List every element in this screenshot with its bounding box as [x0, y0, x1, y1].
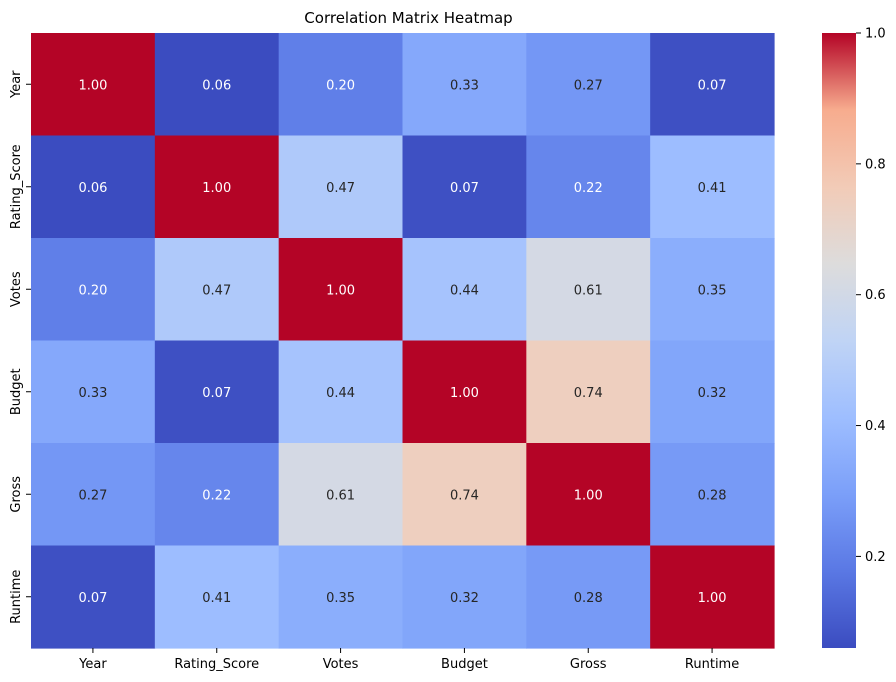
heatmap-value-label-3-0: 0.33	[78, 386, 107, 401]
x-axis-tick-label-4: Gross	[570, 657, 607, 672]
heatmap-cell-5-3	[402, 545, 527, 649]
y-axis-tick-label-4: Gross	[9, 476, 24, 513]
heatmap-cells	[31, 33, 775, 649]
colorbar-tick-label-4: 1.0	[865, 27, 886, 42]
heatmap-value-label-5-5: 1.00	[698, 591, 727, 606]
heatmap-value-label-0-1: 0.06	[202, 78, 231, 93]
heatmap-value-label-5-3: 0.32	[450, 591, 479, 606]
x-axis-tick-label-1: Rating_Score	[174, 657, 259, 672]
heatmap-value-label-0-2: 0.20	[326, 78, 355, 93]
heatmap-value-label-1-5: 0.41	[698, 181, 727, 196]
heatmap-value-label-0-5: 0.07	[698, 78, 727, 93]
heatmap-cell-4-0	[31, 443, 156, 547]
heatmap-value-label-4-3: 0.74	[450, 488, 479, 503]
heatmap-cell-0-5	[650, 33, 775, 137]
x-axis-ticks: Year Rating_Score Votes Budget Gross Runtime	[78, 648, 739, 672]
heatmap-cell-labels: 1.00 0.06 0.20 0.33 0.27 0.07 0.06 1.00 0.47 0.07…	[78, 78, 726, 606]
heatmap-cell-5-2	[278, 545, 404, 649]
heatmap-value-label-1-3: 0.07	[450, 181, 479, 196]
heatmap-value-label-2-4: 0.61	[574, 283, 603, 298]
heatmap-cell-1-4	[526, 135, 651, 239]
heatmap-cell-2-4	[526, 238, 651, 342]
heatmap-value-label-3-5: 0.32	[698, 386, 727, 401]
colorbar-gradient-bar	[822, 33, 856, 648]
heatmap-cell-4-3	[402, 443, 527, 547]
heatmap-value-label-3-4: 0.74	[574, 386, 603, 401]
heatmap-cell-3-0	[31, 340, 156, 444]
y-axis-tick-label-0: Year	[9, 70, 24, 99]
heatmap-value-label-2-0: 0.20	[78, 283, 107, 298]
heatmap-cell-4-2	[278, 443, 404, 547]
heatmap-cell-2-5	[650, 238, 775, 342]
heatmap-cell-5-5	[650, 545, 775, 649]
heatmap-cell-2-2	[278, 238, 404, 342]
heatmap-value-label-4-0: 0.27	[78, 488, 107, 503]
heatmap-cell-1-3	[402, 135, 527, 239]
heatmap-cell-2-3	[402, 238, 527, 342]
heatmap-value-label-1-0: 0.06	[78, 181, 107, 196]
heatmap-cell-4-1	[154, 443, 280, 547]
colorbar-tick-label-2: 0.6	[865, 288, 886, 303]
heatmap-value-label-5-4: 0.28	[574, 591, 603, 606]
x-axis-tick-label-5: Runtime	[685, 657, 739, 672]
heatmap-cell-0-4	[526, 33, 651, 137]
y-axis-tick-label-1: Rating_Score	[9, 144, 24, 229]
heatmap-cell-2-0	[31, 238, 156, 342]
heatmap-cell-5-4	[526, 545, 651, 649]
heatmap-cell-1-2	[278, 135, 404, 239]
heatmap-value-label-5-2: 0.35	[326, 591, 355, 606]
heatmap-value-label-2-3: 0.44	[450, 283, 479, 298]
x-axis-tick-label-2: Votes	[323, 657, 359, 672]
x-axis-tick-label-0: Year	[78, 657, 107, 672]
heatmap-value-label-4-5: 0.28	[698, 488, 727, 503]
heatmap-value-label-4-2: 0.61	[326, 488, 355, 503]
heatmap-cell-0-2	[278, 33, 404, 137]
heatmap-value-label-4-4: 1.00	[574, 488, 603, 503]
heatmap-cell-5-0	[31, 545, 156, 649]
x-axis-tick-label-3: Budget	[441, 657, 488, 672]
colorbar-tick-label-3: 0.8	[865, 157, 886, 172]
heatmap-cell-4-4	[526, 443, 651, 547]
heatmap-cell-0-3	[402, 33, 527, 137]
heatmap-value-label-4-1: 0.22	[202, 488, 231, 503]
heatmap-value-label-0-4: 0.27	[574, 78, 603, 93]
heatmap-cell-1-0	[31, 135, 156, 239]
heatmap-value-label-2-5: 0.35	[698, 283, 727, 298]
y-axis-tick-label-5: Runtime	[9, 570, 24, 624]
heatmap-cell-1-1	[154, 135, 280, 239]
colorbar-ticks: 0.2 0.4 0.6 0.8 1.0	[856, 27, 886, 565]
colorbar: 0.2 0.4 0.6 0.8 1.0	[822, 27, 886, 648]
heatmap-cell-5-1	[154, 545, 280, 649]
heatmap-cell-3-4	[526, 340, 651, 444]
heatmap-cell-3-1	[154, 340, 280, 444]
heatmap-cell-1-5	[650, 135, 775, 239]
heatmap-value-label-0-0: 1.00	[78, 78, 107, 93]
chart-title: Correlation Matrix Heatmap	[304, 9, 512, 27]
heatmap-cell-3-2	[278, 340, 404, 444]
heatmap-value-label-2-2: 1.00	[326, 283, 355, 298]
heatmap-value-label-1-4: 0.22	[574, 181, 603, 196]
y-axis-tick-label-3: Budget	[9, 368, 24, 415]
heatmap-value-label-3-1: 0.07	[202, 386, 231, 401]
colorbar-tick-label-0: 0.2	[865, 550, 886, 565]
heatmap-value-label-0-3: 0.33	[450, 78, 479, 93]
heatmap-value-label-1-2: 0.47	[326, 181, 355, 196]
heatmap-value-label-5-1: 0.41	[202, 591, 231, 606]
heatmap-cell-4-5	[650, 443, 775, 547]
heatmap-cell-0-1	[154, 33, 280, 137]
heatmap-value-label-2-1: 0.47	[202, 283, 231, 298]
heatmap-cell-2-1	[154, 238, 280, 342]
heatmap-cell-0-0	[31, 33, 156, 137]
heatmap-value-label-3-3: 1.00	[450, 386, 479, 401]
heatmap-value-label-1-1: 1.00	[202, 181, 231, 196]
heatmap-value-label-3-2: 0.44	[326, 386, 355, 401]
y-axis-ticks: Year Rating_Score Votes Budget Gross Runtime	[9, 70, 31, 624]
y-axis-tick-label-2: Votes	[9, 271, 24, 307]
heatmap-value-label-5-0: 0.07	[78, 591, 107, 606]
heatmap-cell-3-5	[650, 340, 775, 444]
heatmap-cell-3-3	[402, 340, 527, 444]
colorbar-tick-label-1: 0.4	[865, 419, 886, 434]
